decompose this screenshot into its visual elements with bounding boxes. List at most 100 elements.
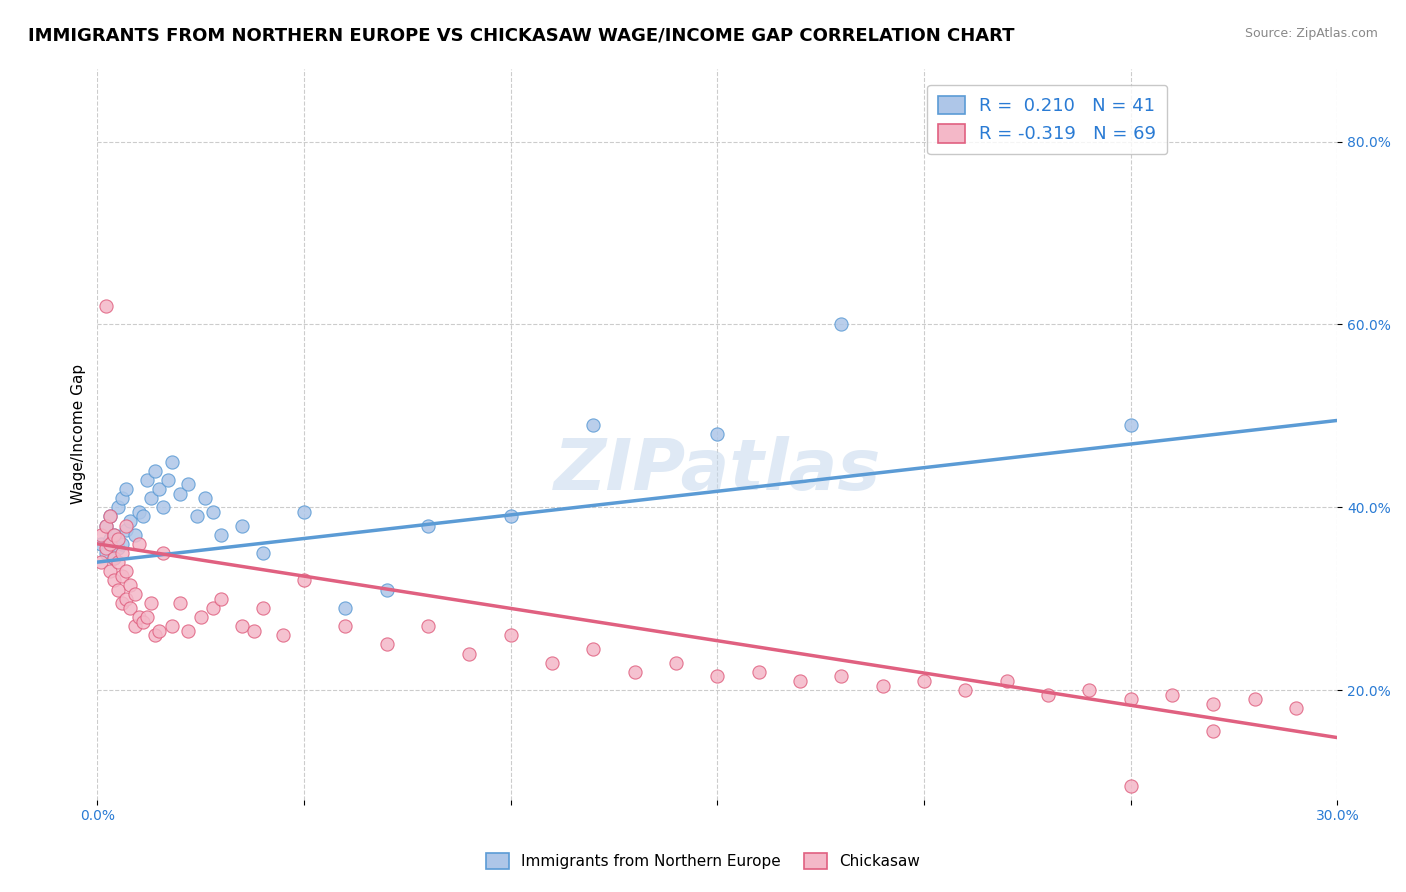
Point <box>94 546 117 560</box>
Point <box>128 610 150 624</box>
Point <box>665 656 688 670</box>
Point <box>1285 701 1308 715</box>
Point <box>202 505 225 519</box>
Point <box>115 564 138 578</box>
Point <box>160 619 183 633</box>
Point <box>107 555 129 569</box>
Point <box>1078 683 1101 698</box>
Point <box>190 610 212 624</box>
Point <box>120 514 142 528</box>
Point <box>90 555 112 569</box>
Point <box>148 624 170 638</box>
Point <box>416 619 439 633</box>
Point <box>103 574 125 588</box>
Point <box>160 454 183 468</box>
Point <box>541 656 564 670</box>
Point <box>194 491 217 505</box>
Point <box>94 518 117 533</box>
Point <box>120 578 142 592</box>
Point <box>458 647 481 661</box>
Point <box>136 473 159 487</box>
Y-axis label: Wage/Income Gap: Wage/Income Gap <box>72 364 86 504</box>
Point <box>1119 417 1142 432</box>
Point <box>177 624 200 638</box>
Point <box>292 505 315 519</box>
Point <box>1202 697 1225 711</box>
Point <box>1036 688 1059 702</box>
Point <box>107 533 129 547</box>
Point <box>375 582 398 597</box>
Point <box>273 628 295 642</box>
Point <box>148 482 170 496</box>
Point <box>499 509 522 524</box>
Point <box>912 673 935 688</box>
Point <box>115 482 138 496</box>
Point <box>98 564 121 578</box>
Point <box>139 491 162 505</box>
Point <box>103 527 125 541</box>
Point <box>335 600 357 615</box>
Point <box>1202 724 1225 739</box>
Point <box>139 596 162 610</box>
Point <box>152 546 174 560</box>
Point <box>90 537 112 551</box>
Point <box>111 537 134 551</box>
Point <box>789 673 811 688</box>
Point <box>98 537 121 551</box>
Point <box>98 509 121 524</box>
Point <box>107 541 129 556</box>
Point <box>231 619 253 633</box>
Point <box>111 596 134 610</box>
Point <box>143 628 166 642</box>
Point <box>94 541 117 556</box>
Point <box>231 518 253 533</box>
Point <box>202 600 225 615</box>
Point <box>830 318 852 332</box>
Point <box>132 509 155 524</box>
Point <box>136 610 159 624</box>
Point <box>132 615 155 629</box>
Point <box>243 624 266 638</box>
Point <box>375 637 398 651</box>
Point <box>120 600 142 615</box>
Point <box>252 546 274 560</box>
Legend: R =  0.210   N = 41, R = -0.319   N = 69: R = 0.210 N = 41, R = -0.319 N = 69 <box>927 85 1167 154</box>
Point <box>1119 692 1142 706</box>
Point <box>830 669 852 683</box>
Point <box>152 500 174 515</box>
Text: Source: ZipAtlas.com: Source: ZipAtlas.com <box>1244 27 1378 40</box>
Point <box>94 518 117 533</box>
Point <box>115 523 138 537</box>
Legend: Immigrants from Northern Europe, Chickasaw: Immigrants from Northern Europe, Chickas… <box>479 847 927 875</box>
Point <box>128 537 150 551</box>
Point <box>124 619 146 633</box>
Point <box>177 477 200 491</box>
Point <box>995 673 1018 688</box>
Point <box>623 665 645 679</box>
Point <box>292 574 315 588</box>
Text: IMMIGRANTS FROM NORTHERN EUROPE VS CHICKASAW WAGE/INCOME GAP CORRELATION CHART: IMMIGRANTS FROM NORTHERN EUROPE VS CHICK… <box>28 27 1015 45</box>
Point <box>416 518 439 533</box>
Point <box>499 628 522 642</box>
Point <box>103 550 125 565</box>
Point <box>582 417 605 432</box>
Point <box>169 596 191 610</box>
Point <box>111 491 134 505</box>
Point <box>94 299 117 313</box>
Point <box>209 527 232 541</box>
Point <box>186 509 208 524</box>
Point <box>103 550 125 565</box>
Point <box>706 427 728 442</box>
Point <box>335 619 357 633</box>
Point <box>111 546 134 560</box>
Point <box>209 591 232 606</box>
Text: ZIPatlas: ZIPatlas <box>554 436 882 505</box>
Point <box>872 678 894 692</box>
Point <box>156 473 179 487</box>
Point <box>128 505 150 519</box>
Point <box>90 527 112 541</box>
Point <box>1119 779 1142 793</box>
Point <box>143 464 166 478</box>
Point <box>107 500 129 515</box>
Point <box>1161 688 1184 702</box>
